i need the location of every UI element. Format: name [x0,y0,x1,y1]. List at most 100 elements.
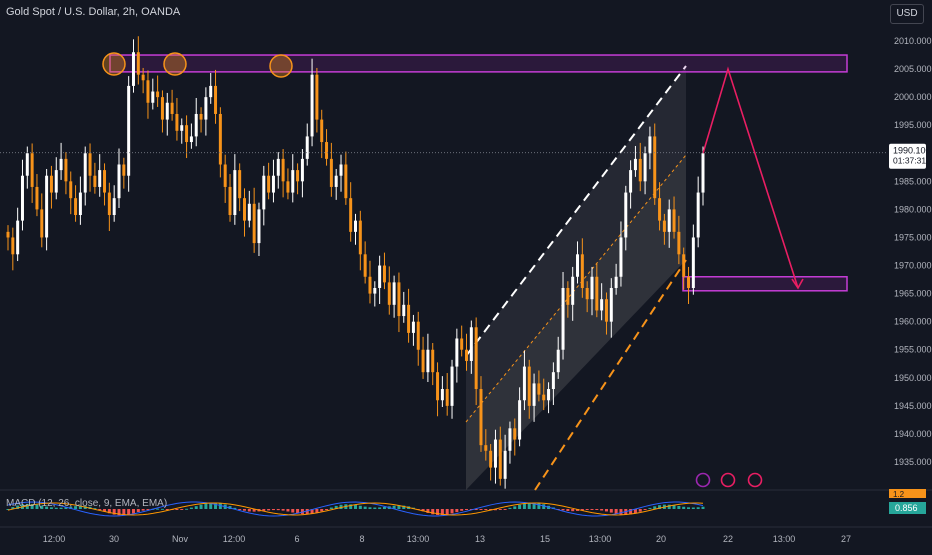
time-axis-label: 13:00 [773,534,796,544]
candle-body [329,158,333,187]
candle [489,444,493,481]
macd-bar [305,509,309,515]
macd-bar [691,507,695,509]
time-axis-label: 13 [475,534,485,544]
macd-bar [614,509,618,514]
candle-body [378,265,382,288]
macd-bar [687,507,691,509]
candle-body [358,220,362,255]
candle [146,70,150,119]
candle [378,255,382,304]
macd-bar [131,509,135,514]
macd-bar [180,509,184,510]
candle-body [484,445,488,451]
candle-body [151,91,155,103]
candle-body [286,181,290,193]
candle-body [508,428,512,451]
candle-body [127,85,131,176]
candle [151,78,155,110]
macd-bar [672,505,676,509]
lightning-event-icon[interactable] [695,472,711,488]
candle-body [489,450,493,468]
high-marker-circle[interactable] [269,54,293,78]
macd-bar [49,507,53,509]
candle [286,168,290,200]
candle-body [532,383,536,406]
candle-body [165,102,169,120]
candle [445,373,449,416]
candle [600,283,604,321]
macd-bar [112,509,116,515]
candle-body [609,287,613,322]
macd-bar [146,509,150,510]
current-price-label: 1990.100 [893,146,931,156]
candle-body [257,209,261,244]
high-marker-circle[interactable] [163,52,187,76]
candle-body [460,338,464,350]
candle [648,126,652,170]
macd-bar [484,509,488,510]
candle [262,165,266,226]
projection-arrowhead [791,278,804,290]
currency-button[interactable]: USD [890,4,924,24]
candle [633,145,637,177]
candle-body [426,349,430,373]
candle-body [64,158,68,182]
macd-bar [98,509,102,510]
candle [344,151,348,205]
resistance-zone[interactable] [109,54,848,73]
candle-body [199,113,203,120]
candle-body [662,220,666,232]
macd-bar [325,509,329,510]
macd-bar [276,509,280,511]
candle [334,168,338,200]
candle-body [537,383,541,395]
macd-bar [498,509,502,510]
candle-body [209,85,213,98]
macd-bar [580,509,584,511]
candle-body [204,97,208,120]
macd-bar [103,509,107,512]
candle [214,69,218,124]
macd-value-label: 0.856 [895,503,918,513]
macd-bar [431,509,435,515]
macd-bar [11,507,15,509]
projection-path[interactable] [702,66,799,289]
candle-body [214,85,218,114]
candle [687,266,691,304]
high-marker-circle[interactable] [102,52,126,76]
macd-bar [339,504,343,509]
candle [59,142,63,180]
candle-body [382,265,386,283]
candle [373,281,377,307]
candle [431,342,435,386]
candle-body [518,400,522,440]
candle-body [551,372,555,390]
candle-body [156,91,160,98]
candle-body [281,158,285,182]
macd-bar [262,509,266,511]
macd-bar [392,505,396,509]
candle [98,154,102,197]
support-zone[interactable] [682,276,848,292]
candle-body [556,349,560,373]
macd-bar [233,507,237,509]
candle [498,426,502,486]
flag-event-icon[interactable] [720,472,736,488]
candle-body [180,125,184,131]
candle [571,266,575,321]
candle [40,193,44,248]
candle-body [387,282,391,305]
candle [547,382,551,414]
current-price-badge [889,143,926,169]
candle [484,429,488,461]
macd-bar [566,509,570,511]
flag-event-icon[interactable] [747,472,763,488]
candle-body [503,450,507,479]
candle [300,149,304,198]
macd-bar [585,509,589,511]
macd-bar [64,507,68,509]
candle-body [585,287,589,300]
candle-body [363,254,367,277]
